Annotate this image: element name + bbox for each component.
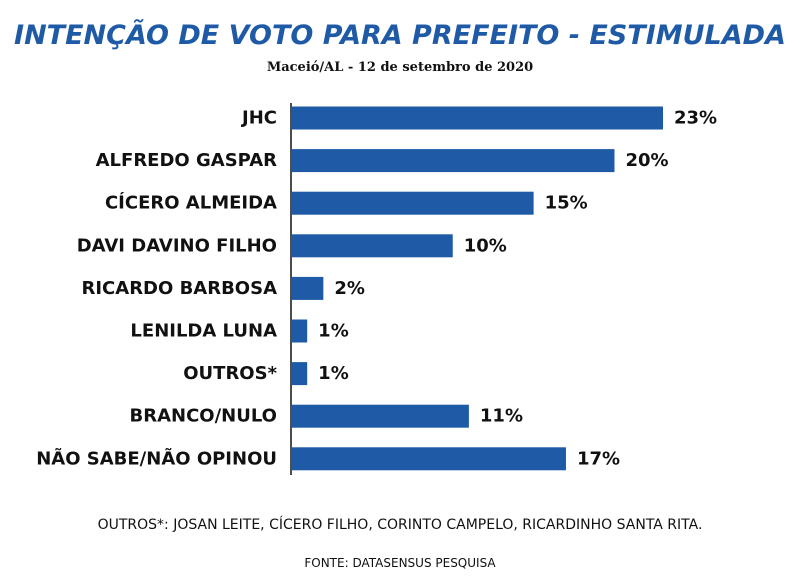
value-label: 11% [480, 406, 523, 427]
bar [291, 276, 324, 300]
category-label: CÍCERO ALMEIDA [105, 192, 277, 214]
bar [291, 234, 453, 258]
bar [291, 106, 663, 130]
value-label: 15% [545, 193, 588, 214]
category-label: RICARDO BARBOSA [82, 278, 278, 299]
bar [291, 404, 469, 428]
category-label: DAVI DAVINO FILHO [77, 235, 277, 256]
bar-chart: JHC 23% ALFREDO GASPAR 20% CÍCERO ALMEIDA 15%… [36, 103, 717, 475]
category-label: BRANCO/NULO [130, 406, 277, 427]
category-label: LENILDA LUNA [130, 321, 277, 342]
chart-title: INTENÇÃO DE VOTO PARA PREFEITO - ESTIMUL… [14, 20, 786, 51]
bar [291, 149, 615, 173]
category-label: OUTROS* [183, 363, 277, 384]
bar [291, 447, 566, 471]
value-label: 1% [318, 321, 349, 342]
value-label: 10% [464, 235, 507, 256]
value-label: 23% [674, 108, 717, 129]
category-label: ALFREDO GASPAR [96, 150, 278, 171]
source-note: FONTE: DATASENSUS PESQUISA [304, 556, 496, 570]
others-footnote: OUTROS*: JOSAN LEITE, CÍCERO FILHO, CORI… [97, 517, 703, 533]
value-label: 17% [577, 448, 620, 469]
value-label: 20% [625, 150, 668, 171]
value-label: 2% [334, 278, 365, 299]
value-label: 1% [318, 363, 349, 384]
bar [291, 191, 534, 215]
bar [291, 362, 308, 386]
bar [291, 319, 308, 343]
category-label: JHC [240, 108, 277, 129]
chart-subtitle: Maceió/AL - 12 de setembro de 2020 [266, 60, 534, 75]
category-label: NÃO SABE/NÃO OPINOU [36, 446, 277, 469]
